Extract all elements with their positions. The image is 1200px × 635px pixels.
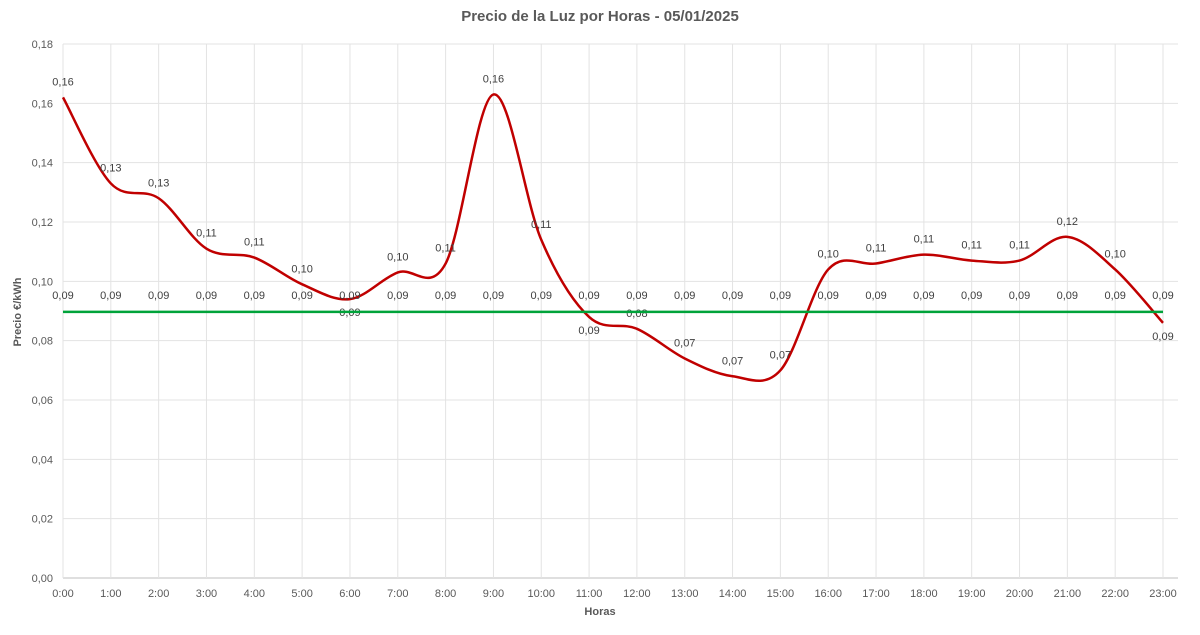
y-tick-label: 0,04 xyxy=(32,454,53,466)
y-tick-label: 0,10 xyxy=(32,276,53,288)
x-tick-label: 19:00 xyxy=(958,588,986,600)
price-data-label: 0,11 xyxy=(914,234,935,246)
price-data-label: 0,10 xyxy=(818,248,839,260)
x-tick-label: 23:00 xyxy=(1149,588,1177,600)
average-data-label: 0,09 xyxy=(483,290,504,302)
price-data-label: 0,08 xyxy=(626,308,647,320)
price-data-label: 0,09 xyxy=(578,325,599,337)
x-tick-label: 16:00 xyxy=(814,588,842,600)
average-data-label: 0,09 xyxy=(770,290,791,302)
price-data-label: 0,11 xyxy=(1009,240,1030,252)
price-data-label: 0,10 xyxy=(1104,248,1125,260)
price-data-label: 0,16 xyxy=(483,73,504,85)
y-tick-label: 0,12 xyxy=(32,217,53,229)
average-data-label: 0,09 xyxy=(244,290,265,302)
average-data-label: 0,09 xyxy=(961,290,982,302)
price-data-label: 0,07 xyxy=(722,355,743,367)
average-data-label: 0,09 xyxy=(435,290,456,302)
price-data-label: 0,16 xyxy=(52,76,73,88)
average-data-label: 0,09 xyxy=(818,290,839,302)
x-tick-label: 22:00 xyxy=(1101,588,1129,600)
x-tick-label: 15:00 xyxy=(767,588,795,600)
x-tick-label: 5:00 xyxy=(291,588,312,600)
price-data-label: 0,12 xyxy=(1057,216,1078,228)
average-data-label: 0,09 xyxy=(626,290,647,302)
average-data-label: 0,09 xyxy=(1104,290,1125,302)
price-data-label: 0,13 xyxy=(148,177,169,189)
average-data-label: 0,09 xyxy=(1057,290,1078,302)
x-tick-label: 10:00 xyxy=(527,588,555,600)
y-tick-label: 0,14 xyxy=(32,158,53,170)
y-tick-label: 0,16 xyxy=(32,98,53,110)
y-tick-label: 0,08 xyxy=(32,336,53,348)
average-data-label: 0,09 xyxy=(387,290,408,302)
average-data-label: 0,09 xyxy=(722,290,743,302)
price-data-label: 0,10 xyxy=(291,263,312,275)
y-tick-label: 0,06 xyxy=(32,395,53,407)
average-data-label: 0,09 xyxy=(531,290,552,302)
average-data-label: 0,09 xyxy=(865,290,886,302)
average-data-label: 0,09 xyxy=(578,290,599,302)
x-tick-label: 9:00 xyxy=(483,588,504,600)
price-data-label: 0,11 xyxy=(435,243,456,255)
x-tick-label: 1:00 xyxy=(100,588,121,600)
x-tick-label: 4:00 xyxy=(244,588,265,600)
y-tick-label: 0,02 xyxy=(32,514,53,526)
price-line xyxy=(61,93,1164,382)
y-tick-label: 0,18 xyxy=(32,39,53,51)
x-tick-label: 0:00 xyxy=(52,588,73,600)
price-data-label: 0,07 xyxy=(770,349,791,361)
price-data-label: 0,13 xyxy=(100,162,121,174)
average-data-label: 0,09 xyxy=(913,290,934,302)
price-data-label: 0,07 xyxy=(674,337,695,349)
average-data-label: 0,09 xyxy=(1009,290,1030,302)
x-axis-label: Horas xyxy=(584,606,616,618)
x-tick-label: 21:00 xyxy=(1054,588,1082,600)
price-data-label: 0,11 xyxy=(531,219,552,231)
price-data-label: 0,10 xyxy=(387,251,408,263)
x-tick-label: 6:00 xyxy=(339,588,360,600)
x-tick-label: 13:00 xyxy=(671,588,699,600)
price-data-label: 0,09 xyxy=(1152,331,1173,343)
y-axis-label: Precio €/kWh xyxy=(12,277,24,347)
average-data-label: 0,09 xyxy=(148,290,169,302)
x-tick-label: 8:00 xyxy=(435,588,456,600)
average-data-label: 0,09 xyxy=(1152,290,1173,302)
price-data-label: 0,11 xyxy=(866,243,887,255)
average-data-label: 0,09 xyxy=(674,290,695,302)
price-data-label: 0,11 xyxy=(961,240,982,252)
price-data-label: 0,11 xyxy=(196,228,217,240)
average-data-label: 0,09 xyxy=(196,290,217,302)
x-tick-label: 7:00 xyxy=(387,588,408,600)
x-tick-label: 14:00 xyxy=(719,588,747,600)
x-tick-label: 18:00 xyxy=(910,588,938,600)
x-tick-label: 2:00 xyxy=(148,588,169,600)
x-tick-label: 3:00 xyxy=(196,588,217,600)
average-data-label: 0,09 xyxy=(339,290,360,302)
x-tick-label: 12:00 xyxy=(623,588,651,600)
x-tick-label: 11:00 xyxy=(576,588,603,600)
x-tick-label: 20:00 xyxy=(1006,588,1034,600)
price-data-label: 0,11 xyxy=(244,237,265,249)
y-tick-label: 0,00 xyxy=(32,573,53,585)
average-data-label: 0,09 xyxy=(291,290,312,302)
average-data-label: 0,09 xyxy=(100,290,121,302)
x-tick-label: 17:00 xyxy=(862,588,890,600)
chart-title: Precio de la Luz por Horas - 05/01/2025 xyxy=(461,8,739,25)
average-data-label: 0,09 xyxy=(52,290,73,302)
